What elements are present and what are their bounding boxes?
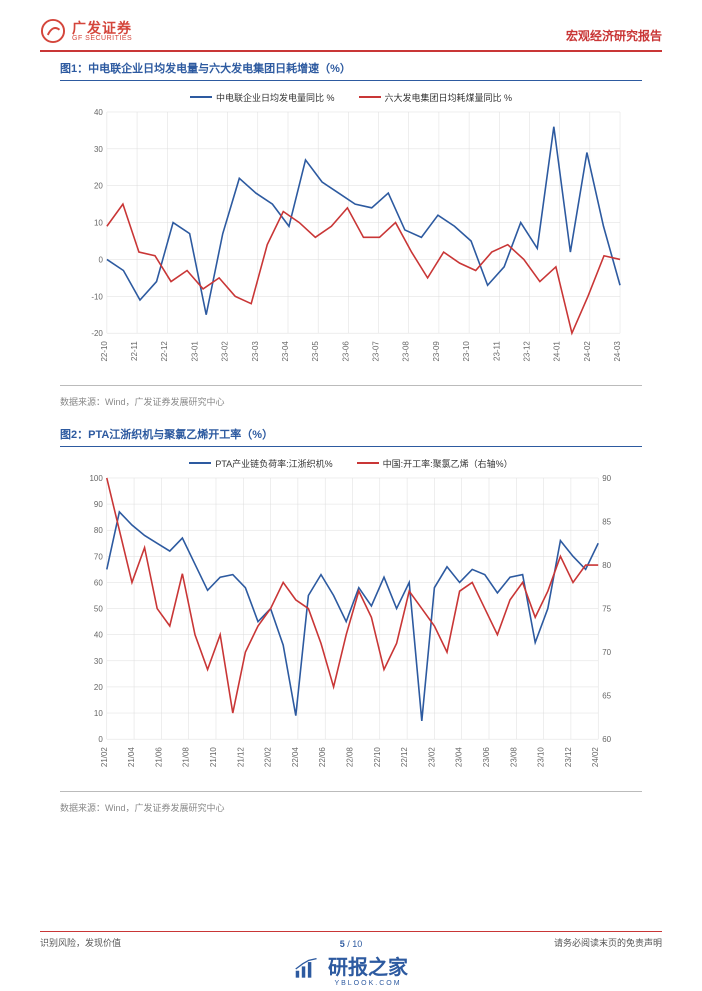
- svg-text:23-12: 23-12: [522, 340, 531, 361]
- svg-text:22-10: 22-10: [100, 340, 109, 361]
- svg-text:23-05: 23-05: [311, 340, 320, 361]
- svg-text:23/12: 23/12: [564, 746, 573, 767]
- svg-text:60: 60: [94, 578, 103, 587]
- legend-item-a2: PTA产业链负荷率:江浙织机%: [189, 457, 332, 470]
- svg-text:70: 70: [94, 552, 103, 561]
- logo-text-en: GF SECURITIES: [72, 35, 132, 42]
- figure-1-legend: 中电联企业日均发电量同比 % 六大发电集团日均耗煤量同比 %: [60, 85, 642, 106]
- figure-2-source: 数据来源：Wind，广发证券发展研究中心: [60, 797, 642, 814]
- svg-text:23/02: 23/02: [427, 746, 436, 767]
- svg-text:24/02: 24/02: [591, 746, 600, 767]
- company-logo: 广发证券 GF SECURITIES: [40, 18, 132, 44]
- legend-label-b: 六大发电集团日均耗煤量同比 %: [385, 91, 513, 104]
- figure-2-title: 图2：PTA江浙织机与聚氯乙烯开工率（%）: [60, 426, 642, 447]
- legend-swatch-a2: [189, 462, 211, 464]
- svg-text:70: 70: [602, 648, 611, 657]
- svg-text:10: 10: [94, 218, 103, 227]
- legend-swatch-a: [190, 96, 212, 98]
- svg-text:22/02: 22/02: [264, 746, 273, 767]
- figure-1-chart: -20 -10 0 10 20 30 40 22-10 22-11 22-12 23-01 23-02…: [60, 106, 642, 386]
- svg-text:85: 85: [602, 517, 611, 526]
- svg-text:30: 30: [94, 656, 103, 665]
- svg-text:23-06: 23-06: [341, 340, 350, 361]
- svg-text:22/08: 22/08: [345, 746, 354, 767]
- svg-text:20: 20: [94, 682, 103, 691]
- svg-text:90: 90: [602, 473, 611, 482]
- svg-text:23-10: 23-10: [462, 340, 471, 361]
- svg-text:23-01: 23-01: [190, 340, 199, 361]
- svg-text:23-08: 23-08: [402, 340, 411, 361]
- legend-item-b: 六大发电集团日均耗煤量同比 %: [359, 91, 513, 104]
- legend-label-a2: PTA产业链负荷率:江浙织机%: [215, 457, 332, 470]
- figure-1-title: 图1：中电联企业日均发电量与六大发电集团日耗增速（%）: [60, 60, 642, 81]
- watermark-text: 研报之家: [328, 951, 408, 980]
- svg-text:24-02: 24-02: [583, 340, 592, 361]
- svg-text:80: 80: [602, 561, 611, 570]
- svg-text:0: 0: [98, 255, 103, 264]
- svg-text:23-02: 23-02: [221, 340, 230, 361]
- svg-text:30: 30: [94, 144, 103, 153]
- svg-text:23-09: 23-09: [432, 340, 441, 361]
- svg-text:24-01: 24-01: [553, 340, 562, 361]
- svg-text:40: 40: [94, 107, 103, 116]
- svg-text:21/10: 21/10: [209, 746, 218, 767]
- watermark-icon: [294, 958, 320, 980]
- legend-item-a: 中电联企业日均发电量同比 %: [190, 91, 335, 104]
- svg-text:24-03: 24-03: [613, 340, 622, 361]
- legend-swatch-b: [359, 96, 381, 98]
- svg-text:100: 100: [89, 473, 103, 482]
- svg-text:23-04: 23-04: [281, 340, 290, 361]
- figure-1-source: 数据来源：Wind，广发证券发展研究中心: [60, 391, 642, 408]
- figure-2-block: 图2：PTA江浙织机与聚氯乙烯开工率（%） PTA产业链负荷率:江浙织机% 中国…: [60, 426, 642, 814]
- svg-text:23-07: 23-07: [372, 340, 381, 361]
- svg-text:22/04: 22/04: [291, 746, 300, 767]
- svg-text:22-12: 22-12: [160, 340, 169, 361]
- svg-text:20: 20: [94, 181, 103, 190]
- svg-text:23/04: 23/04: [455, 746, 464, 767]
- svg-text:21/08: 21/08: [182, 746, 191, 767]
- svg-text:75: 75: [602, 604, 611, 613]
- figure-2-legend: PTA产业链负荷率:江浙织机% 中国:开工率:聚氯乙烯（右轴%）: [60, 451, 642, 472]
- svg-text:80: 80: [94, 526, 103, 535]
- svg-text:23-03: 23-03: [251, 340, 260, 361]
- svg-text:65: 65: [602, 691, 611, 700]
- svg-text:-10: -10: [91, 292, 103, 301]
- svg-text:23/08: 23/08: [509, 746, 518, 767]
- footer-divider: [40, 931, 662, 933]
- svg-text:22-11: 22-11: [130, 340, 139, 360]
- legend-label-b2: 中国:开工率:聚氯乙烯（右轴%）: [383, 457, 513, 470]
- legend-item-b2: 中国:开工率:聚氯乙烯（右轴%）: [357, 457, 513, 470]
- svg-text:21/02: 21/02: [100, 746, 109, 767]
- svg-text:10: 10: [94, 709, 103, 718]
- legend-swatch-b2: [357, 462, 379, 464]
- gf-logo-icon: [40, 18, 66, 44]
- svg-text:23-11: 23-11: [492, 340, 501, 360]
- svg-text:90: 90: [94, 500, 103, 509]
- svg-text:22/10: 22/10: [373, 746, 382, 767]
- svg-text:21/04: 21/04: [127, 746, 136, 767]
- legend-label-a: 中电联企业日均发电量同比 %: [216, 91, 335, 104]
- page-number: 5 / 10: [0, 939, 702, 949]
- watermark: 5 / 10 研报之家 YBLOOK.COM: [0, 939, 702, 987]
- svg-text:50: 50: [94, 604, 103, 613]
- svg-text:21/06: 21/06: [154, 746, 163, 767]
- svg-text:-20: -20: [91, 329, 103, 338]
- svg-text:23/06: 23/06: [482, 746, 491, 767]
- svg-text:23/10: 23/10: [537, 746, 546, 767]
- figure-2-chart: 0 10 20 30 40 50 60 70 80 90 100 60 65 70 75 80 85 90 21/0…: [60, 472, 642, 792]
- svg-text:21/12: 21/12: [236, 746, 245, 767]
- figure-1-block: 图1：中电联企业日均发电量与六大发电集团日耗增速（%） 中电联企业日均发电量同比…: [60, 60, 642, 408]
- svg-text:22/06: 22/06: [318, 746, 327, 767]
- svg-text:0: 0: [98, 735, 103, 744]
- svg-text:60: 60: [602, 735, 611, 744]
- logo-text-cn: 广发证券: [72, 21, 132, 35]
- page-header: 广发证券 GF SECURITIES 宏观经济研究报告: [0, 0, 702, 50]
- svg-text:22/12: 22/12: [400, 746, 409, 767]
- svg-text:40: 40: [94, 630, 103, 639]
- watermark-url: YBLOOK.COM: [328, 980, 408, 987]
- report-type-label: 宏观经济研究报告: [566, 27, 662, 44]
